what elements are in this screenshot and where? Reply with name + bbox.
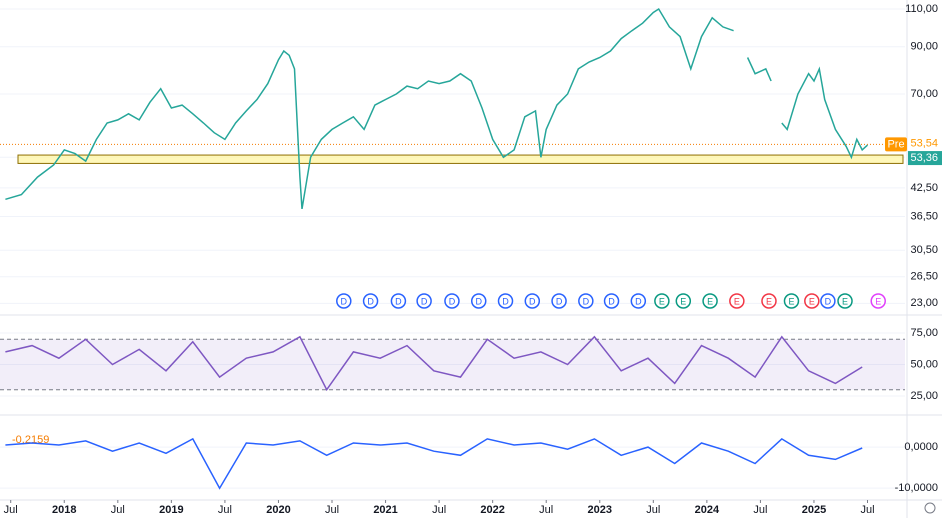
event-label: D — [825, 296, 832, 306]
event-label: D — [529, 296, 536, 306]
event-label: D — [556, 296, 563, 306]
event-label: D — [583, 296, 590, 306]
y-tick-label: 42,50 — [910, 182, 938, 194]
event-marker — [702, 293, 718, 309]
series-line — [5, 335, 863, 392]
rsi-band — [0, 339, 905, 390]
event-label: E — [707, 296, 713, 306]
event-marker — [336, 293, 352, 309]
y-tick-label: 30,50 — [910, 244, 938, 256]
x-tick-label: 2024 — [695, 504, 720, 516]
event-marker — [444, 293, 460, 309]
y-tick-label: 75,00 — [910, 327, 938, 339]
x-tick-label: 2020 — [266, 504, 290, 516]
event-marker — [783, 293, 800, 309]
y-tick-label: 26,50 — [910, 271, 938, 283]
series-line — [5, 437, 863, 490]
event-label: D — [421, 296, 428, 306]
x-tick-label: Jul — [753, 504, 767, 516]
event-marker — [470, 293, 487, 309]
event-marker — [654, 293, 670, 309]
event-label: E — [734, 296, 740, 306]
x-tick-label: Jul — [111, 504, 125, 516]
y-tick-label: 23,00 — [910, 297, 938, 309]
event-marker — [870, 293, 886, 309]
y-tick-label: 36,50 — [910, 210, 938, 222]
settings-icon[interactable] — [924, 502, 936, 514]
event-label: E — [842, 296, 848, 306]
x-tick-label: 2019 — [159, 504, 183, 516]
event-marker — [837, 293, 853, 309]
event-marker — [804, 293, 820, 309]
support-zone — [17, 154, 904, 164]
event-marker — [362, 293, 379, 309]
x-tick-label: 2025 — [802, 504, 826, 516]
pre-tag: Pre — [887, 138, 904, 150]
x-tick-label: Jul — [325, 504, 339, 516]
y-tick-label: 25,00 — [910, 390, 938, 402]
x-tick-label: 2018 — [52, 504, 76, 516]
y-tick-label: 50,00 — [910, 358, 938, 370]
event-label: E — [680, 296, 686, 306]
event-marker — [761, 293, 777, 309]
event-label: D — [341, 296, 348, 306]
series-line — [5, 7, 734, 210]
y-tick-label: 90,00 — [910, 41, 938, 53]
event-label: D — [608, 296, 615, 306]
event-label: D — [395, 296, 402, 306]
x-tick-label: 2023 — [588, 504, 612, 516]
event-label: E — [809, 296, 815, 306]
event-label: E — [766, 296, 772, 306]
y-tick-label: -10,0000 — [895, 482, 938, 494]
event-marker — [416, 293, 432, 309]
event-marker — [603, 293, 620, 309]
last-price-bg — [908, 151, 942, 166]
event-marker — [578, 293, 594, 309]
x-tick-label: Jul — [646, 504, 660, 516]
event-label: E — [875, 296, 881, 306]
y-tick-label: 110,00 — [905, 3, 938, 15]
pre-market-label: 53,54 — [910, 137, 938, 149]
event-marker — [675, 293, 692, 309]
event-marker — [820, 293, 836, 309]
pre-tag-bg — [885, 137, 907, 152]
event-marker — [729, 293, 745, 309]
event-label: E — [659, 296, 665, 306]
event-label: D — [475, 296, 482, 306]
event-marker — [551, 293, 567, 309]
event-label: D — [502, 296, 509, 306]
x-tick-label: 2022 — [480, 504, 504, 516]
event-marker — [390, 293, 407, 309]
event-label: D — [635, 296, 642, 306]
event-label: D — [449, 296, 456, 306]
y-tick-label: 70,00 — [910, 88, 938, 100]
event-marker — [524, 293, 541, 309]
x-tick-label: Jul — [432, 504, 446, 516]
x-tick-label: Jul — [218, 504, 232, 516]
x-tick-label: 2021 — [373, 504, 397, 516]
series-line — [781, 66, 869, 160]
series-line — [746, 57, 772, 82]
x-tick-label: Jul — [539, 504, 553, 516]
x-tick-label: Jul — [860, 504, 874, 516]
y-tick-label: 0,0000 — [904, 441, 938, 453]
event-marker — [630, 293, 647, 309]
event-label: E — [788, 296, 794, 306]
last-price-label: 53,36 — [910, 152, 938, 164]
event-label: D — [367, 296, 374, 306]
event-marker — [497, 293, 514, 309]
x-tick-label: Jul — [4, 504, 18, 516]
